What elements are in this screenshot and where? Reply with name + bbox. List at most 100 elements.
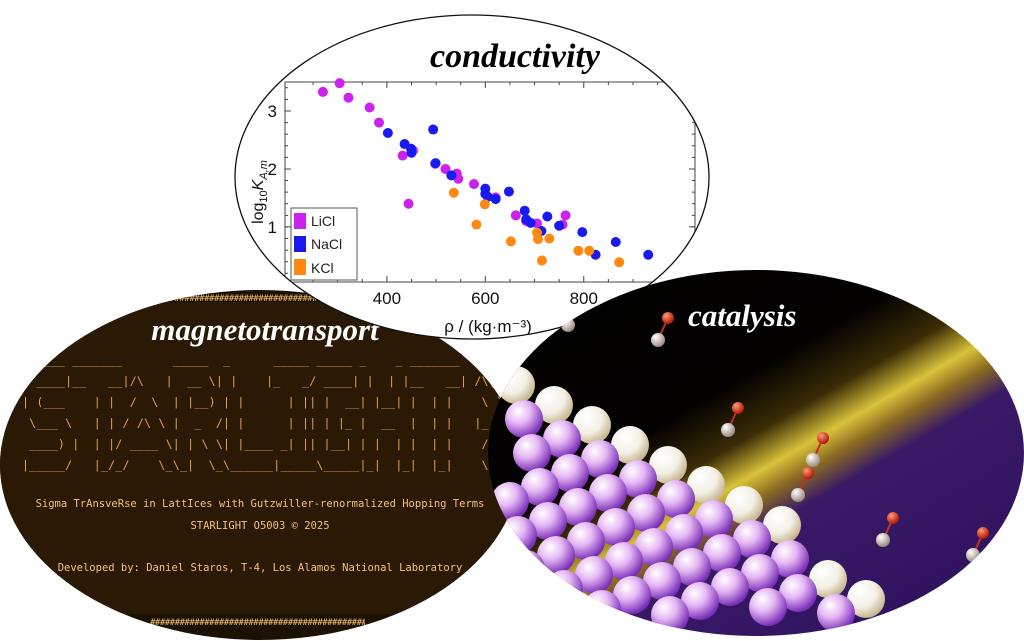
data-point-kcl <box>471 219 482 230</box>
data-point-licl <box>317 86 328 97</box>
data-point-kcl <box>479 199 490 210</box>
program-credit: Developed by: Daniel Staros, T-4, Los Al… <box>57 562 463 574</box>
x-axis-label: ρ / (kg·m⁻³) <box>444 317 532 336</box>
program-subtitle: Sigma TrAnsveRse in LattIces with Gutzwi… <box>35 498 485 510</box>
data-point-nacl <box>519 205 530 216</box>
surface-atom <box>763 506 801 544</box>
data-point-nacl <box>446 170 457 181</box>
x-tick-label: 800 <box>570 289 598 308</box>
surface-atom <box>619 460 657 498</box>
data-point-licl <box>343 92 354 103</box>
surface-atom <box>627 494 665 532</box>
surface-atom <box>779 574 817 612</box>
data-point-kcl <box>573 245 584 256</box>
carbon-atom <box>721 423 735 437</box>
oxygen-atom <box>817 432 829 444</box>
surface-atom <box>513 434 551 472</box>
surface-atom <box>581 440 619 478</box>
data-point-nacl <box>428 124 439 135</box>
y-axis-label: log10KA,m <box>250 160 270 224</box>
legend-label-licl: LiCl <box>311 213 335 229</box>
data-point-kcl <box>448 187 459 198</box>
data-point-nacl <box>406 147 417 158</box>
hash-border-bottom: ########################################… <box>150 618 365 628</box>
surface-atom <box>733 520 771 558</box>
legend-label-kcl: KCl <box>311 260 334 276</box>
program-version: STARLIGHT O5003 © 2025 <box>190 520 330 532</box>
data-point-nacl <box>577 227 588 238</box>
surface-atom <box>673 548 711 586</box>
legend-label-nacl: NaCl <box>311 236 342 252</box>
data-point-licl <box>334 78 345 89</box>
data-point-nacl <box>554 220 565 231</box>
data-point-nacl <box>610 237 621 247</box>
surface-atom <box>537 536 575 574</box>
surface-atom <box>695 500 733 538</box>
surface-atom <box>649 446 687 484</box>
surface-atom <box>543 420 581 458</box>
surface-atom <box>521 468 559 506</box>
surface-atom <box>657 480 695 518</box>
data-point-nacl <box>503 186 514 197</box>
surface-atom <box>809 560 847 598</box>
y-tick-label: 2 <box>268 160 277 179</box>
data-point-licl <box>510 210 521 221</box>
surface-atom <box>643 562 681 600</box>
data-point-nacl <box>525 217 536 228</box>
oxygen-atom <box>977 527 989 539</box>
x-tick-label: 600 <box>471 289 499 308</box>
data-point-kcl <box>544 233 555 244</box>
data-point-nacl <box>643 249 654 260</box>
conductivity-title: conductivity <box>430 38 601 75</box>
surface-atom <box>771 540 809 578</box>
data-point-licl <box>440 163 451 174</box>
y-tick-label: 1 <box>268 218 277 237</box>
surface-atom <box>725 486 763 524</box>
surface-atom <box>611 426 649 464</box>
data-point-licl <box>469 179 480 190</box>
surface-atom <box>559 488 597 526</box>
carbon-atom <box>876 533 890 547</box>
surface-atom <box>535 386 573 424</box>
legend-swatch-nacl <box>294 236 306 252</box>
oxygen-atom <box>887 512 899 524</box>
data-point-licl <box>364 102 375 113</box>
surface-atom <box>575 556 613 594</box>
data-point-kcl <box>505 236 516 247</box>
carbon-atom <box>651 333 665 347</box>
data-point-kcl <box>614 257 625 268</box>
surface-atom <box>605 542 643 580</box>
data-point-nacl <box>382 128 393 139</box>
magnetotransport-title: magnetotransport <box>151 312 379 347</box>
oxygen-atom <box>732 402 744 414</box>
surface-atom <box>573 406 611 444</box>
legend-swatch-kcl <box>294 259 306 275</box>
surface-atom <box>847 580 885 618</box>
surface-atom <box>687 466 725 504</box>
surface-atom <box>749 588 787 626</box>
catalysis-panel: catalysis <box>488 270 1024 636</box>
data-point-nacl <box>482 191 493 202</box>
surface-atom <box>551 454 589 492</box>
surface-atom <box>703 534 741 572</box>
surface-atom <box>711 568 749 606</box>
surface-atom <box>741 554 779 592</box>
data-point-licl <box>374 117 385 128</box>
terminal-screen <box>0 302 520 614</box>
legend: LiCl NaCl KCl <box>290 207 358 281</box>
hash-border-top: ########################################… <box>150 294 365 304</box>
surface-atom <box>665 514 703 552</box>
plot-frame <box>284 81 696 283</box>
surface-atom <box>613 576 651 614</box>
data-point-licl <box>560 210 571 221</box>
surface-atom <box>529 502 567 540</box>
surface-atom <box>597 508 635 546</box>
surface-atom <box>635 528 673 566</box>
catalysis-title: catalysis <box>688 298 797 333</box>
data-point-kcl <box>584 245 595 256</box>
conductivity-outline <box>234 14 710 340</box>
data-point-kcl <box>536 255 547 266</box>
legend-swatch-licl <box>294 213 306 229</box>
data-point-kcl <box>532 234 543 245</box>
